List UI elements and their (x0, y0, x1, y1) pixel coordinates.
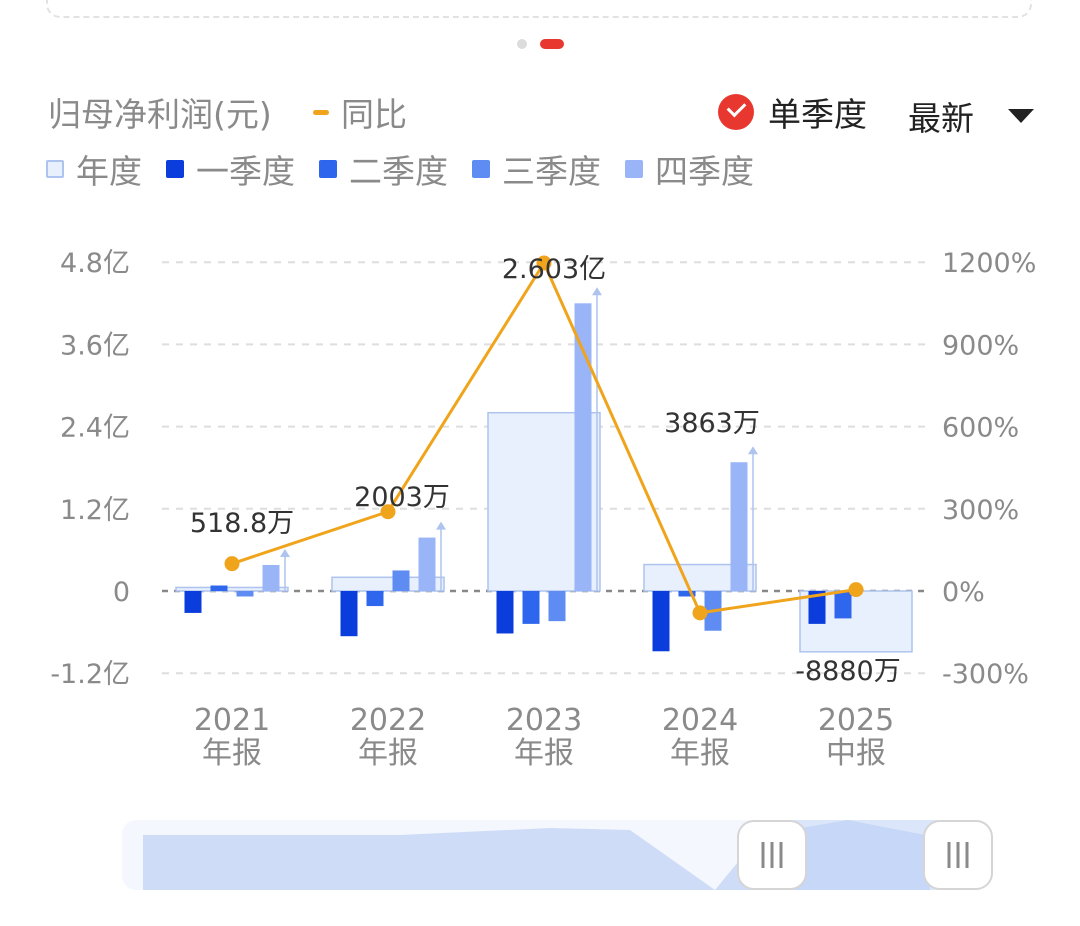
legend-label-annual: 年度 (76, 152, 142, 191)
y-left-tick: 1.2亿 (60, 495, 130, 526)
x-label-year: 2021 (194, 703, 270, 738)
legend-label-q1: 一季度 (196, 152, 295, 191)
quarter-bar-q1 (496, 591, 514, 634)
q4-arrow-head (592, 287, 602, 296)
latest-label: 最新 (908, 99, 974, 138)
quarter-bar-q4 (574, 303, 592, 591)
yoy-point (692, 605, 708, 621)
annual-value-label: 2.603亿 (502, 254, 606, 285)
x-label-kind: 年报 (358, 736, 418, 771)
top-card (46, 0, 1032, 18)
chart-title: 归母净利润(元) (48, 95, 272, 134)
legend-item-q3[interactable]: 三季度 (472, 145, 601, 193)
range-slider-area (143, 820, 930, 890)
y-right-tick: 0% (942, 577, 985, 608)
y-left-tick: 2.4亿 (60, 413, 130, 444)
series-legend: 年度 一季度 二季度 三季度 四季度 (46, 145, 778, 193)
check-icon (718, 94, 754, 130)
annual-bar (331, 576, 445, 592)
x-label-kind: 年报 (670, 736, 730, 771)
y-right-tick: 900% (942, 330, 1019, 361)
yoy-point (536, 255, 552, 271)
quarter-bar-q1 (652, 591, 670, 652)
q4-arrow-head (748, 446, 758, 455)
x-label-year: 2023 (506, 703, 582, 738)
legend-swatch-q4 (625, 160, 643, 178)
q4-arrow-head (436, 521, 446, 530)
y-left-tick: 3.6亿 (60, 330, 130, 361)
legend-swatch-q2 (319, 160, 337, 178)
legend-label-q3: 三季度 (502, 152, 601, 191)
legend-item-annual[interactable]: 年度 (46, 145, 142, 193)
y-right-tick: -300% (942, 659, 1029, 690)
legend-item-q4[interactable]: 四季度 (625, 145, 754, 193)
quarter-bar-q1 (184, 591, 202, 613)
legend-swatch-annual (46, 160, 64, 178)
annual-value-label: 3863万 (664, 408, 760, 439)
annual-bar (175, 586, 289, 592)
yoy-point (224, 556, 240, 572)
quarter-bar-q3 (236, 591, 254, 597)
legend-item-q1[interactable]: 一季度 (166, 145, 295, 193)
quarter-bar-q2 (678, 591, 696, 597)
yoy-point (848, 582, 864, 598)
legend-swatch-q3 (472, 160, 490, 178)
quarter-bar-q2 (522, 591, 540, 624)
annual-value-label: 518.8万 (190, 508, 294, 539)
legend-label-q4: 四季度 (655, 152, 754, 191)
y-right-tick: 1200% (942, 248, 1036, 279)
legend-item-q2[interactable]: 二季度 (319, 145, 448, 193)
x-label-kind: 中报 (826, 736, 886, 771)
y-right-tick: 600% (942, 413, 1019, 444)
y-left-tick: 4.8亿 (60, 248, 130, 279)
quarter-bar-q4 (418, 537, 436, 591)
x-label-kind: 年报 (514, 736, 574, 771)
quarter-bar-q2 (366, 591, 384, 607)
annual-value-label: 2003万 (354, 482, 450, 513)
single-quarter-toggle[interactable]: 单季度 (718, 88, 867, 136)
legend-label-q2: 二季度 (349, 152, 448, 191)
latest-dropdown[interactable]: 最新 (908, 92, 1034, 140)
legend-swatch-q1 (166, 160, 184, 178)
x-label-kind: 年报 (202, 736, 262, 771)
quarter-bar-q1 (340, 591, 358, 637)
y-left-tick: -1.2亿 (50, 659, 130, 690)
annual-value-label: -8880万 (795, 656, 900, 687)
single-quarter-label: 单季度 (768, 95, 867, 134)
quarter-bar-q4 (262, 564, 280, 591)
caret-down-icon (1008, 109, 1034, 123)
yoy-point (380, 504, 396, 520)
quarter-bar-q1 (808, 591, 826, 624)
yoy-legend-label: 同比 (341, 95, 407, 134)
quarter-bar-q3 (392, 570, 410, 591)
page-dot[interactable] (517, 39, 527, 49)
page-indicator (0, 38, 1080, 50)
q4-arrow-head (280, 548, 290, 557)
y-left-tick: 0 (113, 577, 130, 608)
x-label-year: 2025 (818, 703, 894, 738)
quarter-bar-q2 (834, 591, 852, 619)
y-right-tick: 300% (942, 495, 1019, 526)
quarter-bar-q2 (210, 585, 228, 591)
yoy-legend[interactable]: 同比 (313, 88, 407, 136)
quarter-bar-q3 (548, 591, 566, 622)
page-dot-active[interactable] (540, 39, 564, 49)
quarter-bar-q4 (730, 462, 748, 591)
x-label-year: 2024 (662, 703, 738, 738)
yoy-line-swatch (313, 109, 329, 115)
x-label-year: 2022 (350, 703, 426, 738)
